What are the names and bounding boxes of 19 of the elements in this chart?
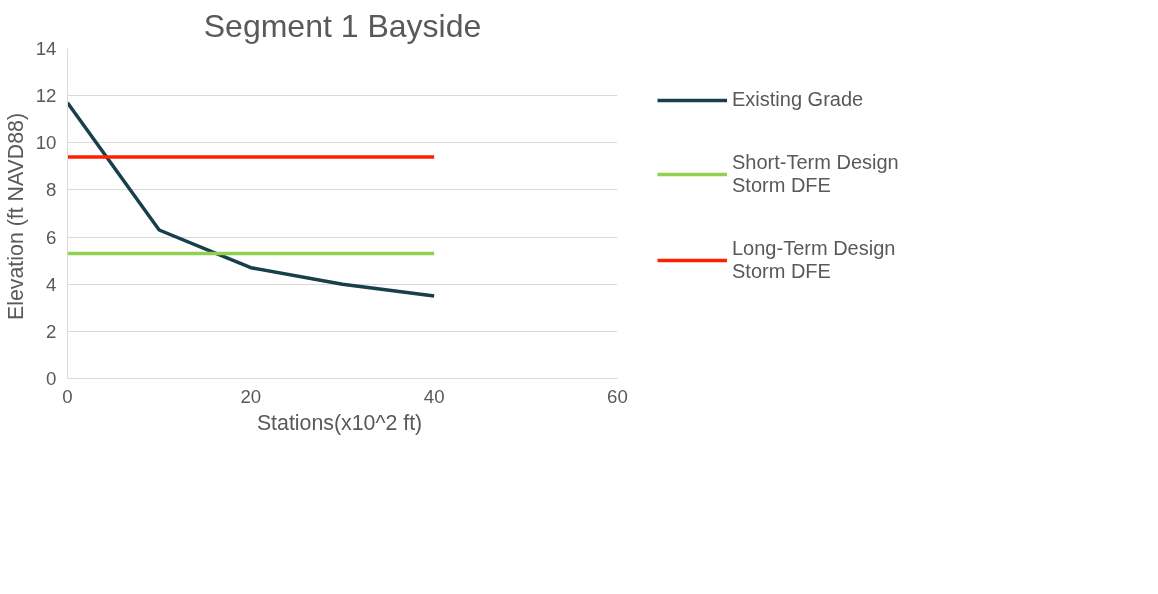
y-tick-label: 6 — [46, 226, 57, 248]
y-axis-title: Elevation (ft NAVD88) — [3, 112, 28, 320]
y-tick-label: 8 — [46, 179, 57, 201]
legend-label: Short-Term Design Storm DFE — [732, 151, 899, 197]
y-tick-label: 14 — [35, 38, 57, 59]
y-tick-label: 0 — [46, 368, 57, 389]
x-tick-label: 40 — [423, 385, 445, 407]
y-tick-label: 10 — [35, 132, 57, 154]
legend-label: Existing Grade — [732, 88, 864, 111]
y-tick-label: 12 — [35, 85, 57, 107]
legend-label: Long-Term Design Storm DFE — [732, 237, 896, 283]
y-tick-label: 2 — [46, 320, 57, 342]
x-tick-label: 60 — [607, 385, 628, 407]
x-axis-title: Stations(x10^2 ft) — [256, 410, 423, 435]
chart-title: Segment 1 Bayside — [203, 7, 482, 44]
y-tick-label: 4 — [46, 273, 57, 295]
line-series — [67, 100, 436, 298]
x-tick-label: 20 — [240, 385, 262, 407]
x-tick-label: 0 — [62, 385, 73, 407]
